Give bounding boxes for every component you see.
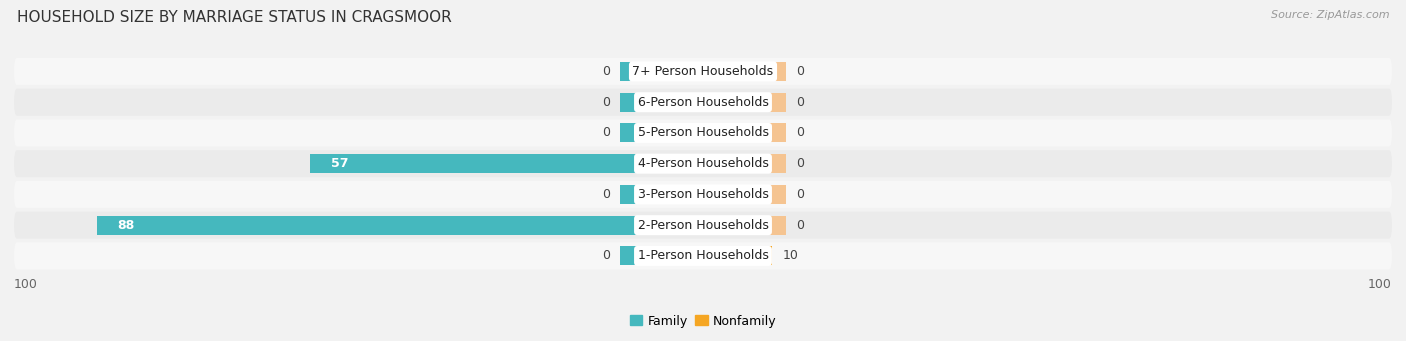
Text: Source: ZipAtlas.com: Source: ZipAtlas.com [1271, 10, 1389, 20]
Text: 0: 0 [796, 96, 804, 109]
Text: 0: 0 [796, 127, 804, 139]
Text: 2-Person Households: 2-Person Households [637, 219, 769, 232]
Text: 7+ Person Households: 7+ Person Households [633, 65, 773, 78]
Text: 0: 0 [602, 127, 610, 139]
Text: 0: 0 [602, 65, 610, 78]
Bar [703, 93, 786, 112]
Text: 0: 0 [796, 219, 804, 232]
Text: HOUSEHOLD SIZE BY MARRIAGE STATUS IN CRAGSMOOR: HOUSEHOLD SIZE BY MARRIAGE STATUS IN CRA… [17, 10, 451, 25]
Bar [620, 62, 703, 81]
Text: 5-Person Households: 5-Person Households [637, 127, 769, 139]
Bar [620, 93, 703, 112]
Text: 0: 0 [602, 188, 610, 201]
FancyBboxPatch shape [14, 181, 1392, 208]
FancyBboxPatch shape [14, 212, 1392, 239]
Text: 10: 10 [782, 249, 799, 262]
Text: 100: 100 [14, 278, 38, 291]
FancyBboxPatch shape [14, 89, 1392, 116]
Text: 0: 0 [796, 65, 804, 78]
FancyBboxPatch shape [14, 242, 1392, 269]
Text: 0: 0 [796, 188, 804, 201]
Bar [703, 185, 786, 204]
Bar [311, 154, 703, 173]
Text: 1-Person Households: 1-Person Households [637, 249, 769, 262]
Bar [620, 185, 703, 204]
Text: 0: 0 [602, 249, 610, 262]
Bar [703, 154, 786, 173]
Text: 3-Person Households: 3-Person Households [637, 188, 769, 201]
Bar [620, 123, 703, 143]
Bar [620, 246, 703, 265]
Legend: Family, Nonfamily: Family, Nonfamily [630, 315, 776, 328]
Bar [703, 123, 786, 143]
Bar [703, 216, 786, 235]
Text: 57: 57 [330, 157, 349, 170]
Text: 0: 0 [602, 96, 610, 109]
Text: 0: 0 [796, 157, 804, 170]
FancyBboxPatch shape [14, 119, 1392, 147]
Text: 6-Person Households: 6-Person Households [637, 96, 769, 109]
FancyBboxPatch shape [14, 150, 1392, 177]
Text: 88: 88 [117, 219, 135, 232]
Bar [703, 246, 772, 265]
Text: 100: 100 [1368, 278, 1392, 291]
Bar [703, 62, 786, 81]
FancyBboxPatch shape [14, 58, 1392, 85]
Text: 4-Person Households: 4-Person Households [637, 157, 769, 170]
Bar [97, 216, 703, 235]
